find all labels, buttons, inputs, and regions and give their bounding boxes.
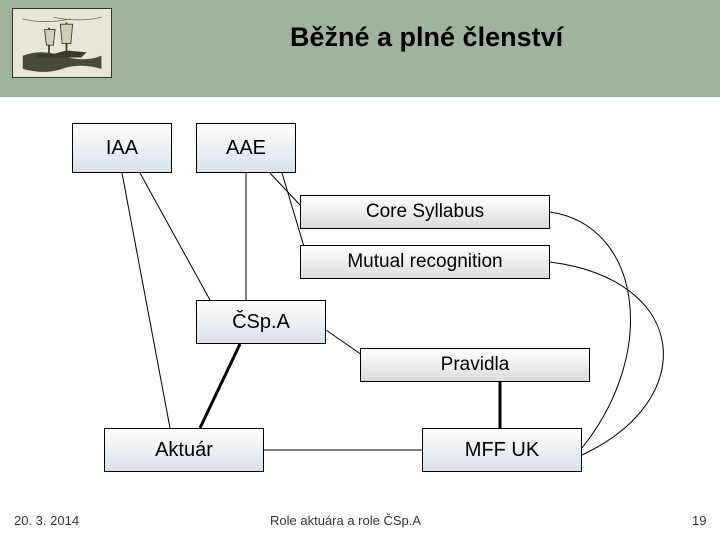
page-title: Běžné a plné členství: [290, 22, 710, 53]
node-mffuk: MFF UK: [422, 428, 582, 472]
footer-date: 20. 3. 2014: [14, 513, 79, 528]
node-pravidla-label: Pravidla: [441, 354, 510, 376]
node-cspa: ČSp.A: [196, 300, 326, 344]
logo-woodcut: [12, 8, 112, 78]
node-cspa-label: ČSp.A: [232, 311, 290, 334]
node-mutual: Mutual recognition: [300, 245, 550, 279]
footer-page: 19: [692, 513, 706, 528]
node-pravidla: Pravidla: [360, 348, 590, 382]
node-mffuk-label: MFF UK: [465, 439, 539, 462]
node-mutual-label: Mutual recognition: [347, 251, 502, 273]
page-title-text: Běžné a plné členství: [290, 22, 563, 52]
node-aae: AAE: [196, 123, 296, 173]
ship-icon: [18, 12, 106, 73]
node-iaa: IAA: [72, 123, 172, 173]
footer-date-text: 20. 3. 2014: [14, 513, 79, 528]
node-iaa-label: IAA: [106, 137, 138, 160]
node-aktuar: Aktuár: [104, 428, 264, 472]
node-aae-label: AAE: [226, 137, 266, 160]
slide: Běžné a plné členství IAA AAE Core Sylla…: [0, 0, 720, 540]
node-core: Core Syllabus: [300, 195, 550, 229]
footer-center-text: Role aktuára a role ČSp.A: [270, 513, 421, 528]
footer-page-text: 19: [692, 513, 706, 528]
footer-center: Role aktuára a role ČSp.A: [270, 513, 421, 528]
node-core-label: Core Syllabus: [366, 201, 484, 223]
node-aktuar-label: Aktuár: [155, 439, 213, 462]
